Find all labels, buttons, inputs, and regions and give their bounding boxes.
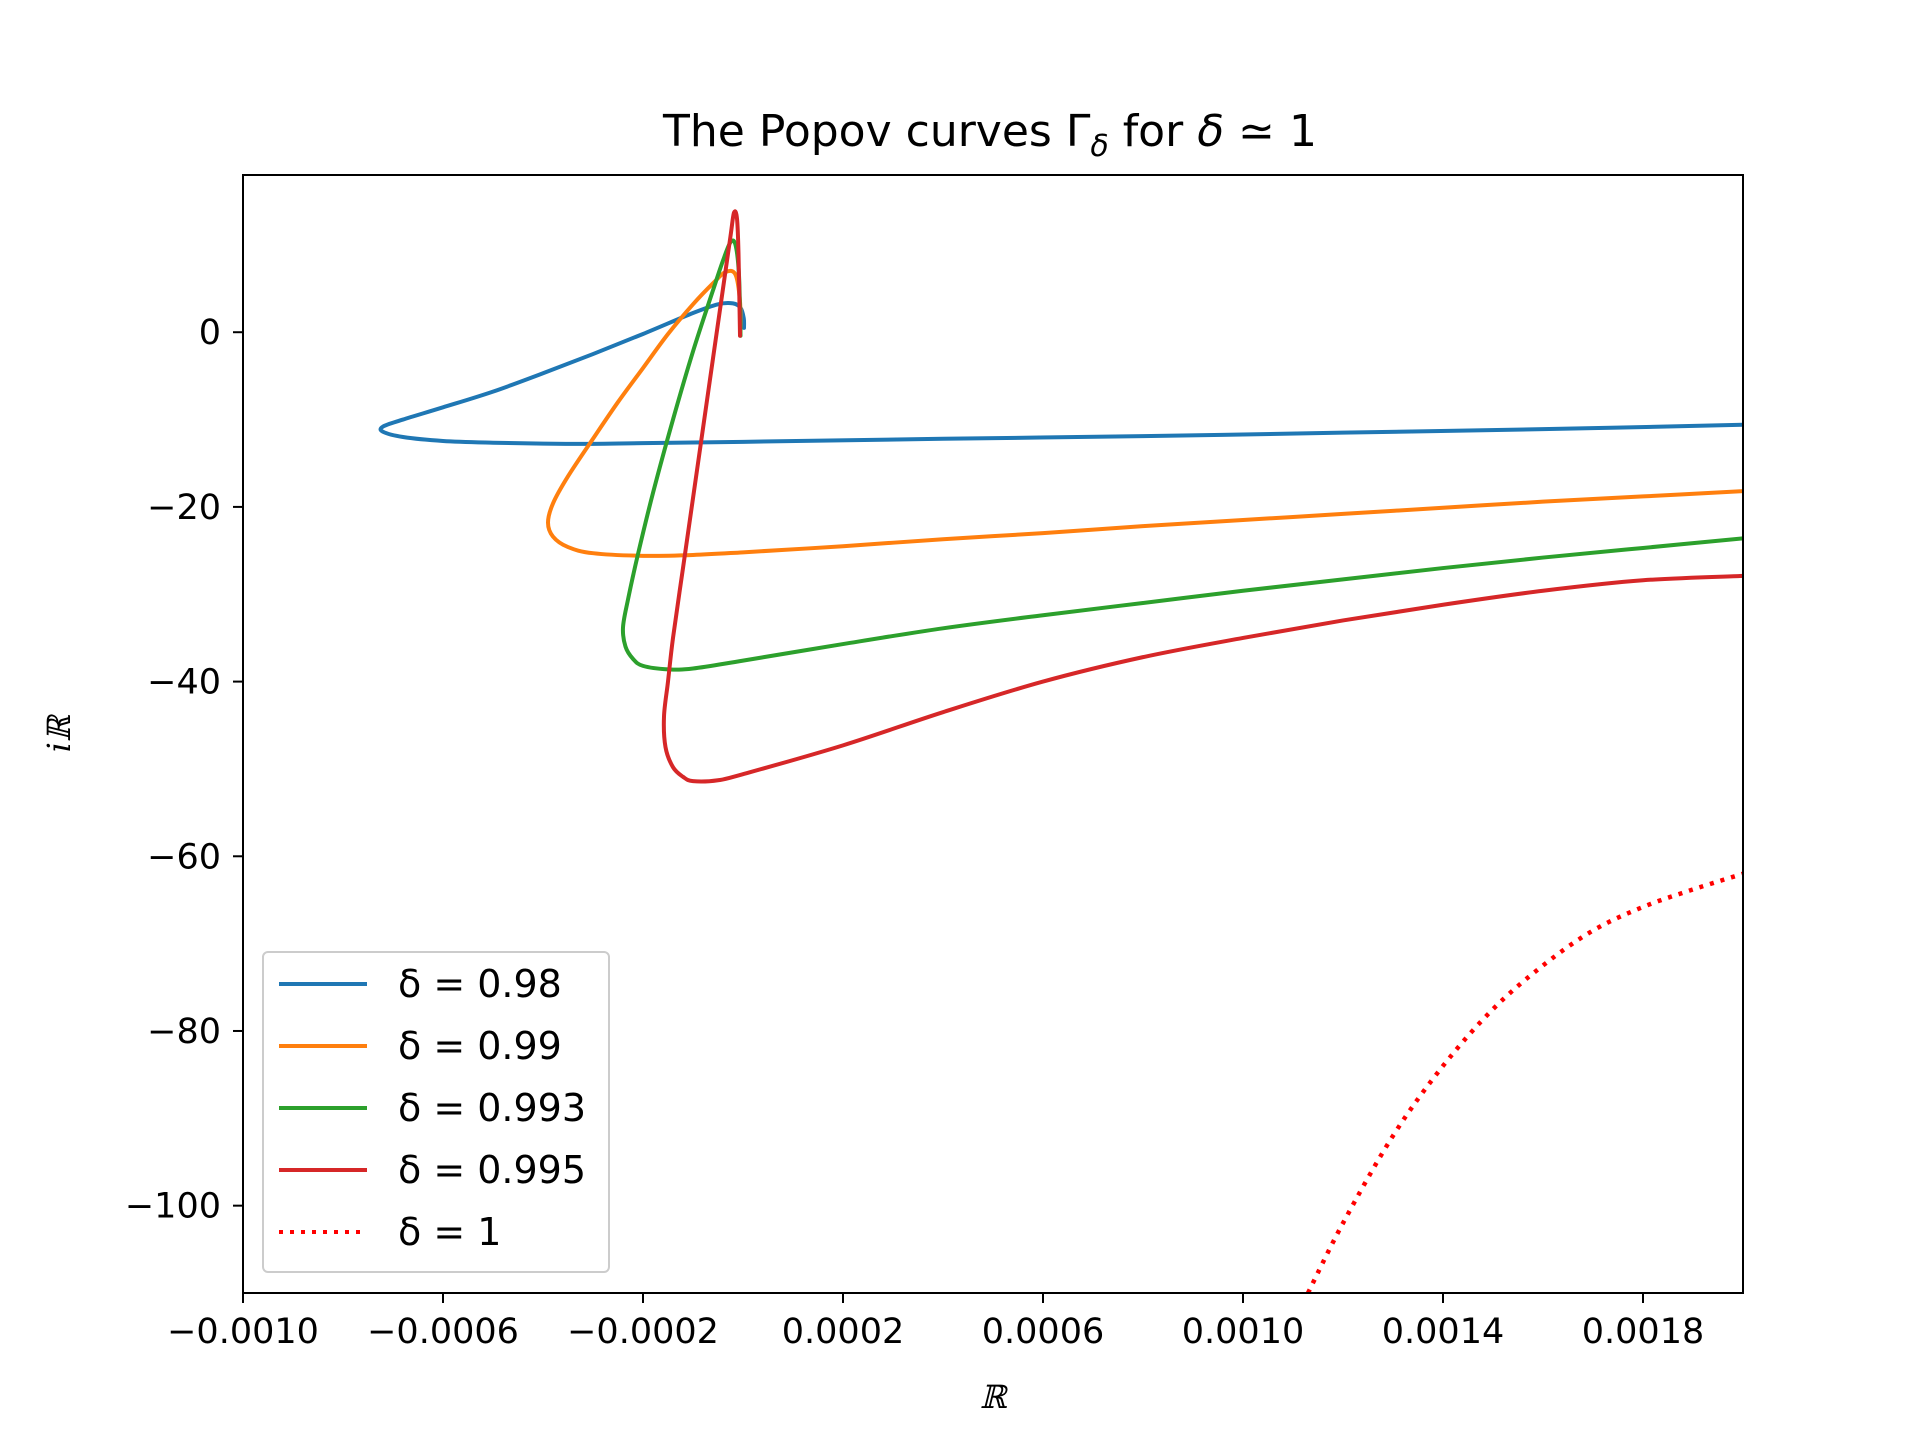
legend-label-1: δ = 0.99 <box>398 1024 562 1068</box>
axis-ticks: −0.0010 −0.0006 −0.0002 0.0002 0.0006 0.0010 0… <box>125 313 1704 1352</box>
y-tick-label-4: −80 <box>147 1012 221 1052</box>
y-tick-label-1: −20 <box>147 488 221 528</box>
chart-title: The Popov curves Γδ for δ ≃ 1 <box>662 106 1317 164</box>
legend-label-3: δ = 0.995 <box>398 1148 586 1192</box>
legend-label-4: δ = 1 <box>398 1210 501 1254</box>
series-line-0 <box>378 300 1743 446</box>
x-tick-label-4: 0.0006 <box>982 1312 1104 1352</box>
legend-label-0: δ = 0.98 <box>398 962 562 1006</box>
y-axis-label: iℝ <box>40 713 78 752</box>
x-tick-label-3: 0.0002 <box>782 1312 904 1352</box>
plot-frame <box>242 174 1744 1294</box>
x-axis-label: ℝ <box>980 1378 1009 1416</box>
series-line-4 <box>1305 871 1743 1293</box>
y-tick-label-2: −40 <box>147 663 221 703</box>
x-tick-label-1: −0.0006 <box>367 1312 519 1352</box>
legend-label-2: δ = 0.993 <box>398 1086 586 1130</box>
x-tick-label-2: −0.0002 <box>567 1312 719 1352</box>
x-tick-label-7: 0.0018 <box>1582 1312 1704 1352</box>
y-tick-label-3: −60 <box>147 837 221 877</box>
series-line-3 <box>661 209 1743 784</box>
plot-area <box>378 209 1743 1293</box>
x-tick-label-0: −0.0010 <box>167 1312 319 1352</box>
x-tick-label-6: 0.0014 <box>1382 1312 1504 1352</box>
series-line-1 <box>546 268 1743 558</box>
legend-frame <box>262 951 610 1273</box>
series-line-2 <box>620 238 1743 672</box>
legend: δ = 0.98 δ = 0.99 δ = 0.993 δ = 0.995 δ … <box>262 951 610 1273</box>
y-tick-label-0: 0 <box>199 313 221 353</box>
y-tick-label-5: −100 <box>125 1187 221 1227</box>
x-tick-label-5: 0.0010 <box>1182 1312 1304 1352</box>
